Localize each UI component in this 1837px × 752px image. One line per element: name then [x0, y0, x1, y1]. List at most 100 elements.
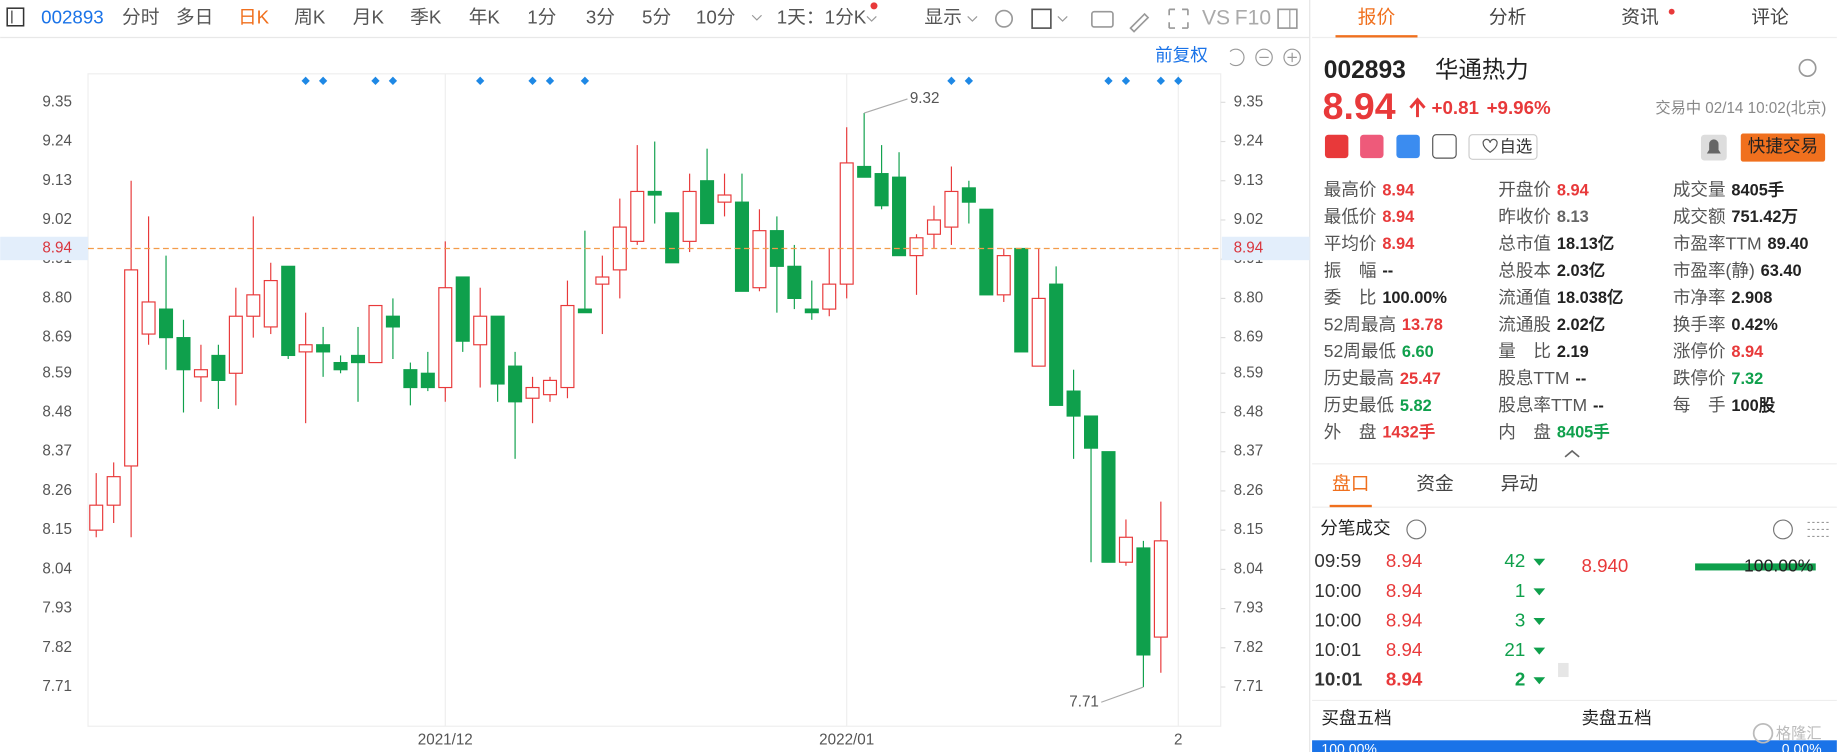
- quote-tab[interactable]: 资讯: [1621, 7, 1659, 28]
- stat-value: 8.94: [1731, 343, 1764, 361]
- stat-label: 成交额: [1673, 207, 1726, 227]
- x-tick-label: 2: [1174, 731, 1182, 748]
- event-marker[interactable]: [580, 76, 590, 85]
- caret: [866, 15, 877, 22]
- period-tab[interactable]: 3分: [586, 7, 615, 28]
- y-tick-label-right: 9.02: [1234, 211, 1264, 228]
- candle-body: [857, 165, 872, 178]
- event-marker[interactable]: [476, 76, 485, 85]
- candle-body: [961, 187, 976, 203]
- adjust-mode[interactable]: 前复权: [1155, 45, 1208, 65]
- tag-icon[interactable]: [1396, 134, 1420, 159]
- event-marker[interactable]: [371, 76, 380, 85]
- ticks-title: 分笔成交: [1320, 518, 1390, 538]
- period-tab[interactable]: 年K: [469, 7, 501, 28]
- flag-icon[interactable]: [1324, 134, 1349, 159]
- candle-body: [368, 304, 383, 364]
- info-icon[interactable]: [1406, 519, 1427, 540]
- event-marker[interactable]: [545, 76, 555, 85]
- stat-label: 涨停价: [1673, 341, 1726, 361]
- quote-tab[interactable]: 评论: [1751, 7, 1789, 28]
- period-tab[interactable]: 日K: [238, 7, 270, 28]
- margin-icon[interactable]: [1360, 134, 1384, 159]
- stat-label: 历史最低: [1324, 395, 1394, 415]
- event-marker[interactable]: [1156, 76, 1165, 85]
- period-tab[interactable]: 周K: [294, 7, 326, 28]
- trade-volume: 2: [1515, 669, 1525, 690]
- watch-label[interactable]: 自选: [1499, 138, 1532, 156]
- quote-tab[interactable]: 报价: [1358, 7, 1396, 28]
- fullscreen-icon[interactable]: [1168, 8, 1189, 29]
- watch-button[interactable]: [1468, 134, 1538, 160]
- stat-value: 13.78: [1402, 316, 1443, 334]
- f10-button[interactable]: F10: [1235, 6, 1271, 29]
- event-marker[interactable]: [1104, 76, 1113, 85]
- sub-tab[interactable]: 盘口: [1332, 473, 1369, 494]
- level-bar: [1695, 563, 1816, 571]
- candle-body: [1118, 536, 1133, 563]
- period-tab[interactable]: 多日: [176, 7, 213, 28]
- event-marker[interactable]: [318, 76, 328, 85]
- y-tick-label-right: 9.24: [1234, 133, 1264, 150]
- checkbox[interactable]: [1031, 8, 1052, 29]
- stat-label: 跌停价: [1673, 368, 1726, 388]
- menu-icon[interactable]: [6, 7, 25, 27]
- interval[interactable]: 1天：1分K: [777, 7, 867, 28]
- candle-body: [525, 386, 540, 399]
- stat-label: 成交量: [1673, 180, 1726, 200]
- event-marker[interactable]: [528, 76, 537, 85]
- vs-button[interactable]: VS: [1202, 6, 1230, 29]
- stat-label: 内 盘: [1498, 422, 1551, 442]
- period-tab[interactable]: 月K: [353, 7, 385, 28]
- trade-price: 8.94: [1386, 550, 1422, 571]
- sub-tab[interactable]: 资金: [1416, 473, 1454, 494]
- sub-tab-underline: [1329, 504, 1372, 508]
- y-tick-label: 8.37: [42, 443, 72, 460]
- stat-label: 开盘价: [1498, 180, 1551, 200]
- stat-value: 89.40: [1767, 235, 1808, 253]
- sub-tab[interactable]: 异动: [1501, 473, 1538, 494]
- annotation-leader: [863, 98, 908, 114]
- stat-label: 平均价: [1324, 233, 1377, 253]
- candle-body: [700, 180, 715, 225]
- event-marker[interactable]: [1174, 76, 1183, 85]
- more-icon[interactable]: [1772, 519, 1793, 540]
- watermark-icon: [1752, 723, 1774, 744]
- zoom-in[interactable]: [1283, 48, 1301, 67]
- stat-label: 股息TTM: [1498, 368, 1569, 388]
- note-icon[interactable]: [1432, 134, 1457, 159]
- quick-trade-label[interactable]: 快捷交易: [1748, 136, 1818, 156]
- panel-icon[interactable]: [1277, 8, 1298, 29]
- quick-trade-button[interactable]: [1740, 133, 1826, 162]
- y-tick-label-right: 7.71: [1234, 678, 1264, 695]
- event-marker[interactable]: [947, 76, 956, 85]
- event-marker[interactable]: [964, 76, 974, 85]
- collapse-chevron[interactable]: [1564, 449, 1580, 458]
- period-tab[interactable]: 分时: [122, 7, 160, 28]
- settings-icon[interactable]: [994, 9, 1014, 28]
- event-marker[interactable]: [1121, 76, 1131, 85]
- caret: [967, 15, 978, 22]
- y-tick-label: 8.59: [42, 364, 72, 381]
- period-tab[interactable]: 10分: [696, 7, 736, 28]
- list-icon[interactable]: [1807, 521, 1831, 538]
- reset-icon[interactable]: [1229, 48, 1245, 67]
- zoom-out[interactable]: [1255, 48, 1273, 67]
- event-marker[interactable]: [388, 76, 398, 85]
- quote-settings[interactable]: [1798, 58, 1817, 77]
- quote-tab[interactable]: 分析: [1489, 7, 1526, 28]
- camera-icon[interactable]: [1091, 10, 1114, 28]
- up-arrow: [1409, 97, 1426, 118]
- period-tab[interactable]: 5分: [642, 7, 671, 28]
- display-menu[interactable]: 显示: [924, 7, 961, 28]
- candle-body: [455, 276, 470, 342]
- plot-frame: [87, 73, 1222, 727]
- event-marker[interactable]: [301, 76, 310, 85]
- candle-body: [595, 276, 610, 285]
- stat-value: 8405手: [1557, 423, 1610, 442]
- period-tab[interactable]: 1分: [527, 7, 556, 28]
- stat-value: 2.19: [1557, 343, 1589, 361]
- pencil-icon[interactable]: [1129, 12, 1150, 33]
- period-tab[interactable]: 季K: [410, 7, 442, 28]
- candle-body: [892, 176, 907, 257]
